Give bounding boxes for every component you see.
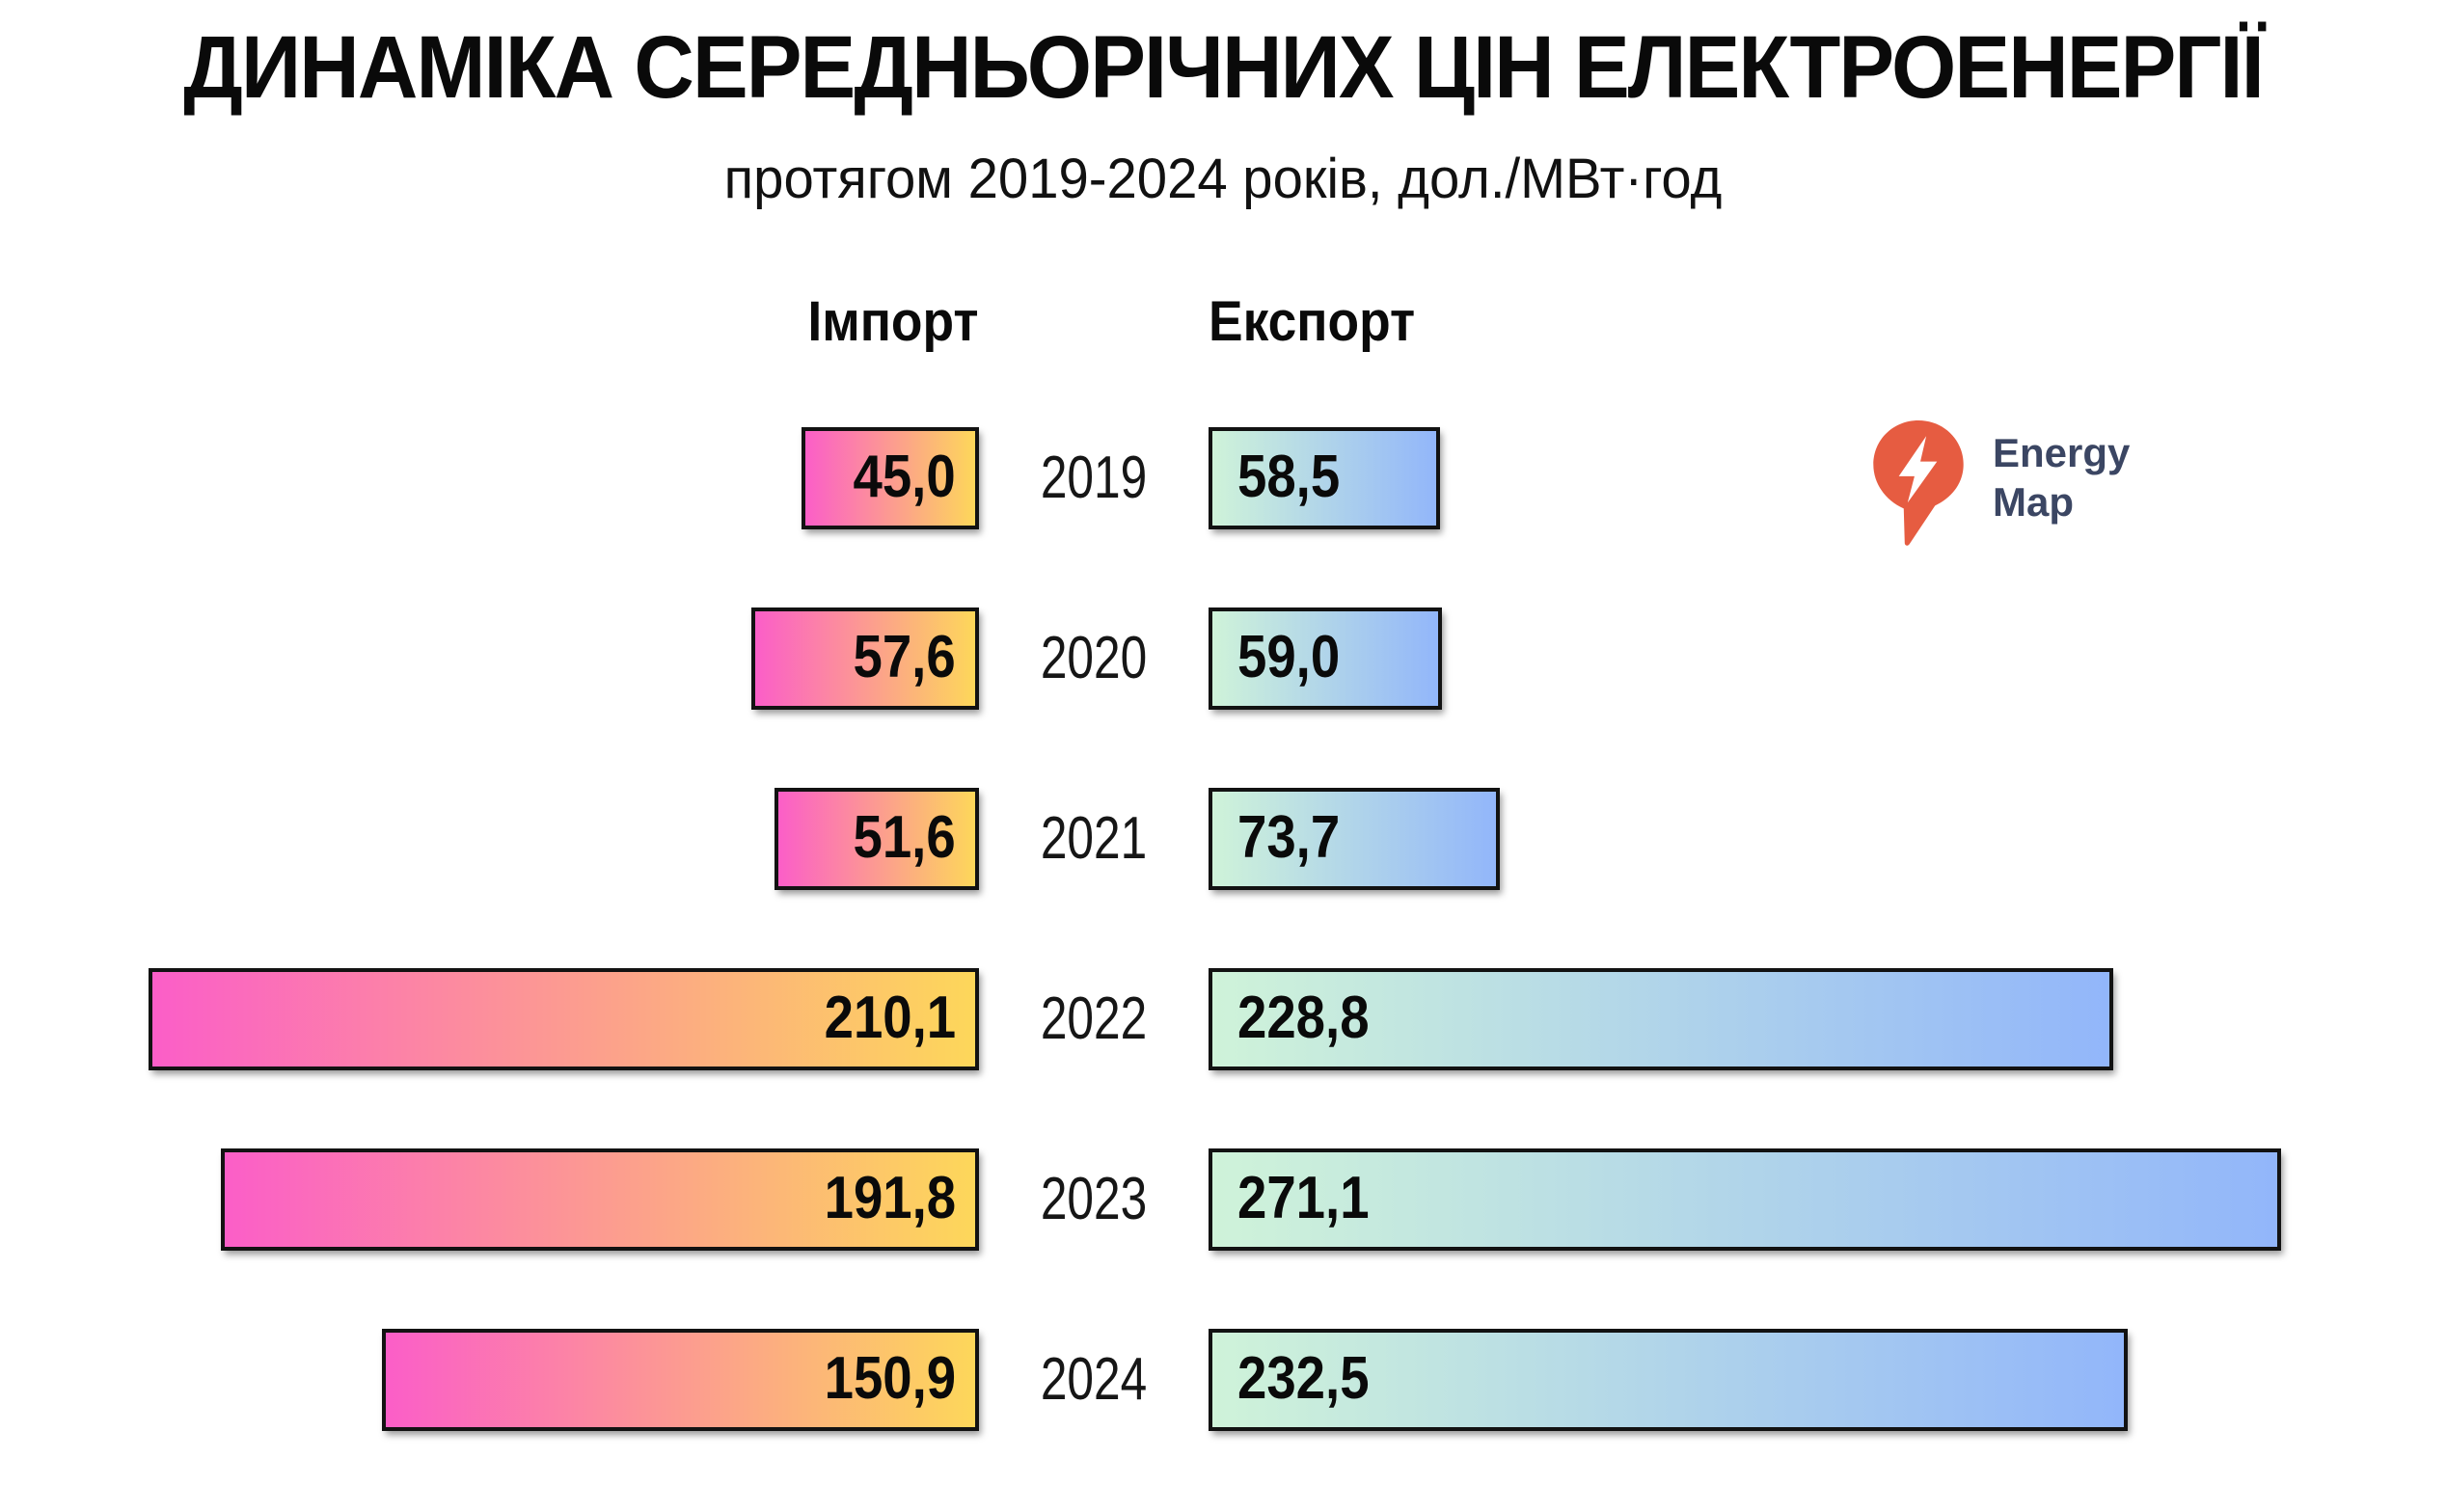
year-label-2021: 2021 <box>1040 805 1148 872</box>
chart-title: ДИНАМІКА СЕРЕДНЬОРІЧНИХ ЦІН ЕЛЕКТРОЕНЕРГ… <box>183 18 2264 117</box>
chart-row-2024: 150,9 2024 232,5 <box>0 1329 2446 1431</box>
export-value-label: 228,8 <box>1237 985 1370 1052</box>
export-bar-2022: 228,8 <box>1209 968 2113 1070</box>
import-bar-2021: 51,6 <box>775 788 979 890</box>
import-value-label: 210,1 <box>824 985 956 1052</box>
import-bar-2023: 191,8 <box>221 1148 979 1251</box>
logo-text-line2: Map <box>1993 479 2074 526</box>
import-bar-2019: 45,0 <box>802 427 979 529</box>
chart-row-2019: 45,0 2019 58,5 <box>0 427 2446 529</box>
export-bar-2023: 271,1 <box>1209 1148 2281 1251</box>
import-value-label: 45,0 <box>853 444 956 511</box>
year-label-2023: 2023 <box>1040 1166 1148 1232</box>
logo-text-line1: Energy <box>1993 430 2131 475</box>
export-value-label: 271,1 <box>1237 1165 1370 1232</box>
import-value-label: 51,6 <box>853 804 956 872</box>
chart-row-2021: 51,6 2021 73,7 <box>0 788 2446 890</box>
year-label-2024: 2024 <box>1040 1346 1148 1413</box>
import-bar-2020: 57,6 <box>751 608 979 710</box>
export-value-label: 59,0 <box>1237 624 1341 691</box>
export-value-label: 58,5 <box>1237 444 1341 511</box>
year-label-2022: 2022 <box>1040 986 1148 1052</box>
export-bar-2020: 59,0 <box>1209 608 1442 710</box>
import-value-label: 150,9 <box>824 1345 956 1413</box>
export-column-header: Експорт <box>1209 290 1416 353</box>
import-bar-2024: 150,9 <box>382 1329 979 1431</box>
export-value-label: 73,7 <box>1237 804 1341 872</box>
year-label-2020: 2020 <box>1040 625 1148 691</box>
chart-subtitle: протягом 2019-2024 років, дол./МВт·год <box>723 148 1723 210</box>
export-bar-2021: 73,7 <box>1209 788 1500 890</box>
export-value-label: 232,5 <box>1237 1345 1370 1413</box>
import-value-label: 191,8 <box>824 1165 956 1232</box>
map-pin-lightning-icon <box>1873 420 1964 546</box>
export-bar-2019: 58,5 <box>1209 427 1440 529</box>
export-bar-2024: 232,5 <box>1209 1329 2128 1431</box>
energy-map-logo: Energy Map <box>1869 418 2274 554</box>
import-column-header: Імпорт <box>807 290 979 353</box>
chart-row-2022: 210,1 2022 228,8 <box>0 968 2446 1070</box>
year-label-2019: 2019 <box>1040 445 1148 511</box>
logo-text: Energy Map <box>1993 428 2130 526</box>
import-value-label: 57,6 <box>853 624 956 691</box>
chart-row-2020: 57,6 2020 59,0 <box>0 608 2446 710</box>
import-bar-2022: 210,1 <box>149 968 979 1070</box>
chart-row-2023: 191,8 2023 271,1 <box>0 1148 2446 1251</box>
